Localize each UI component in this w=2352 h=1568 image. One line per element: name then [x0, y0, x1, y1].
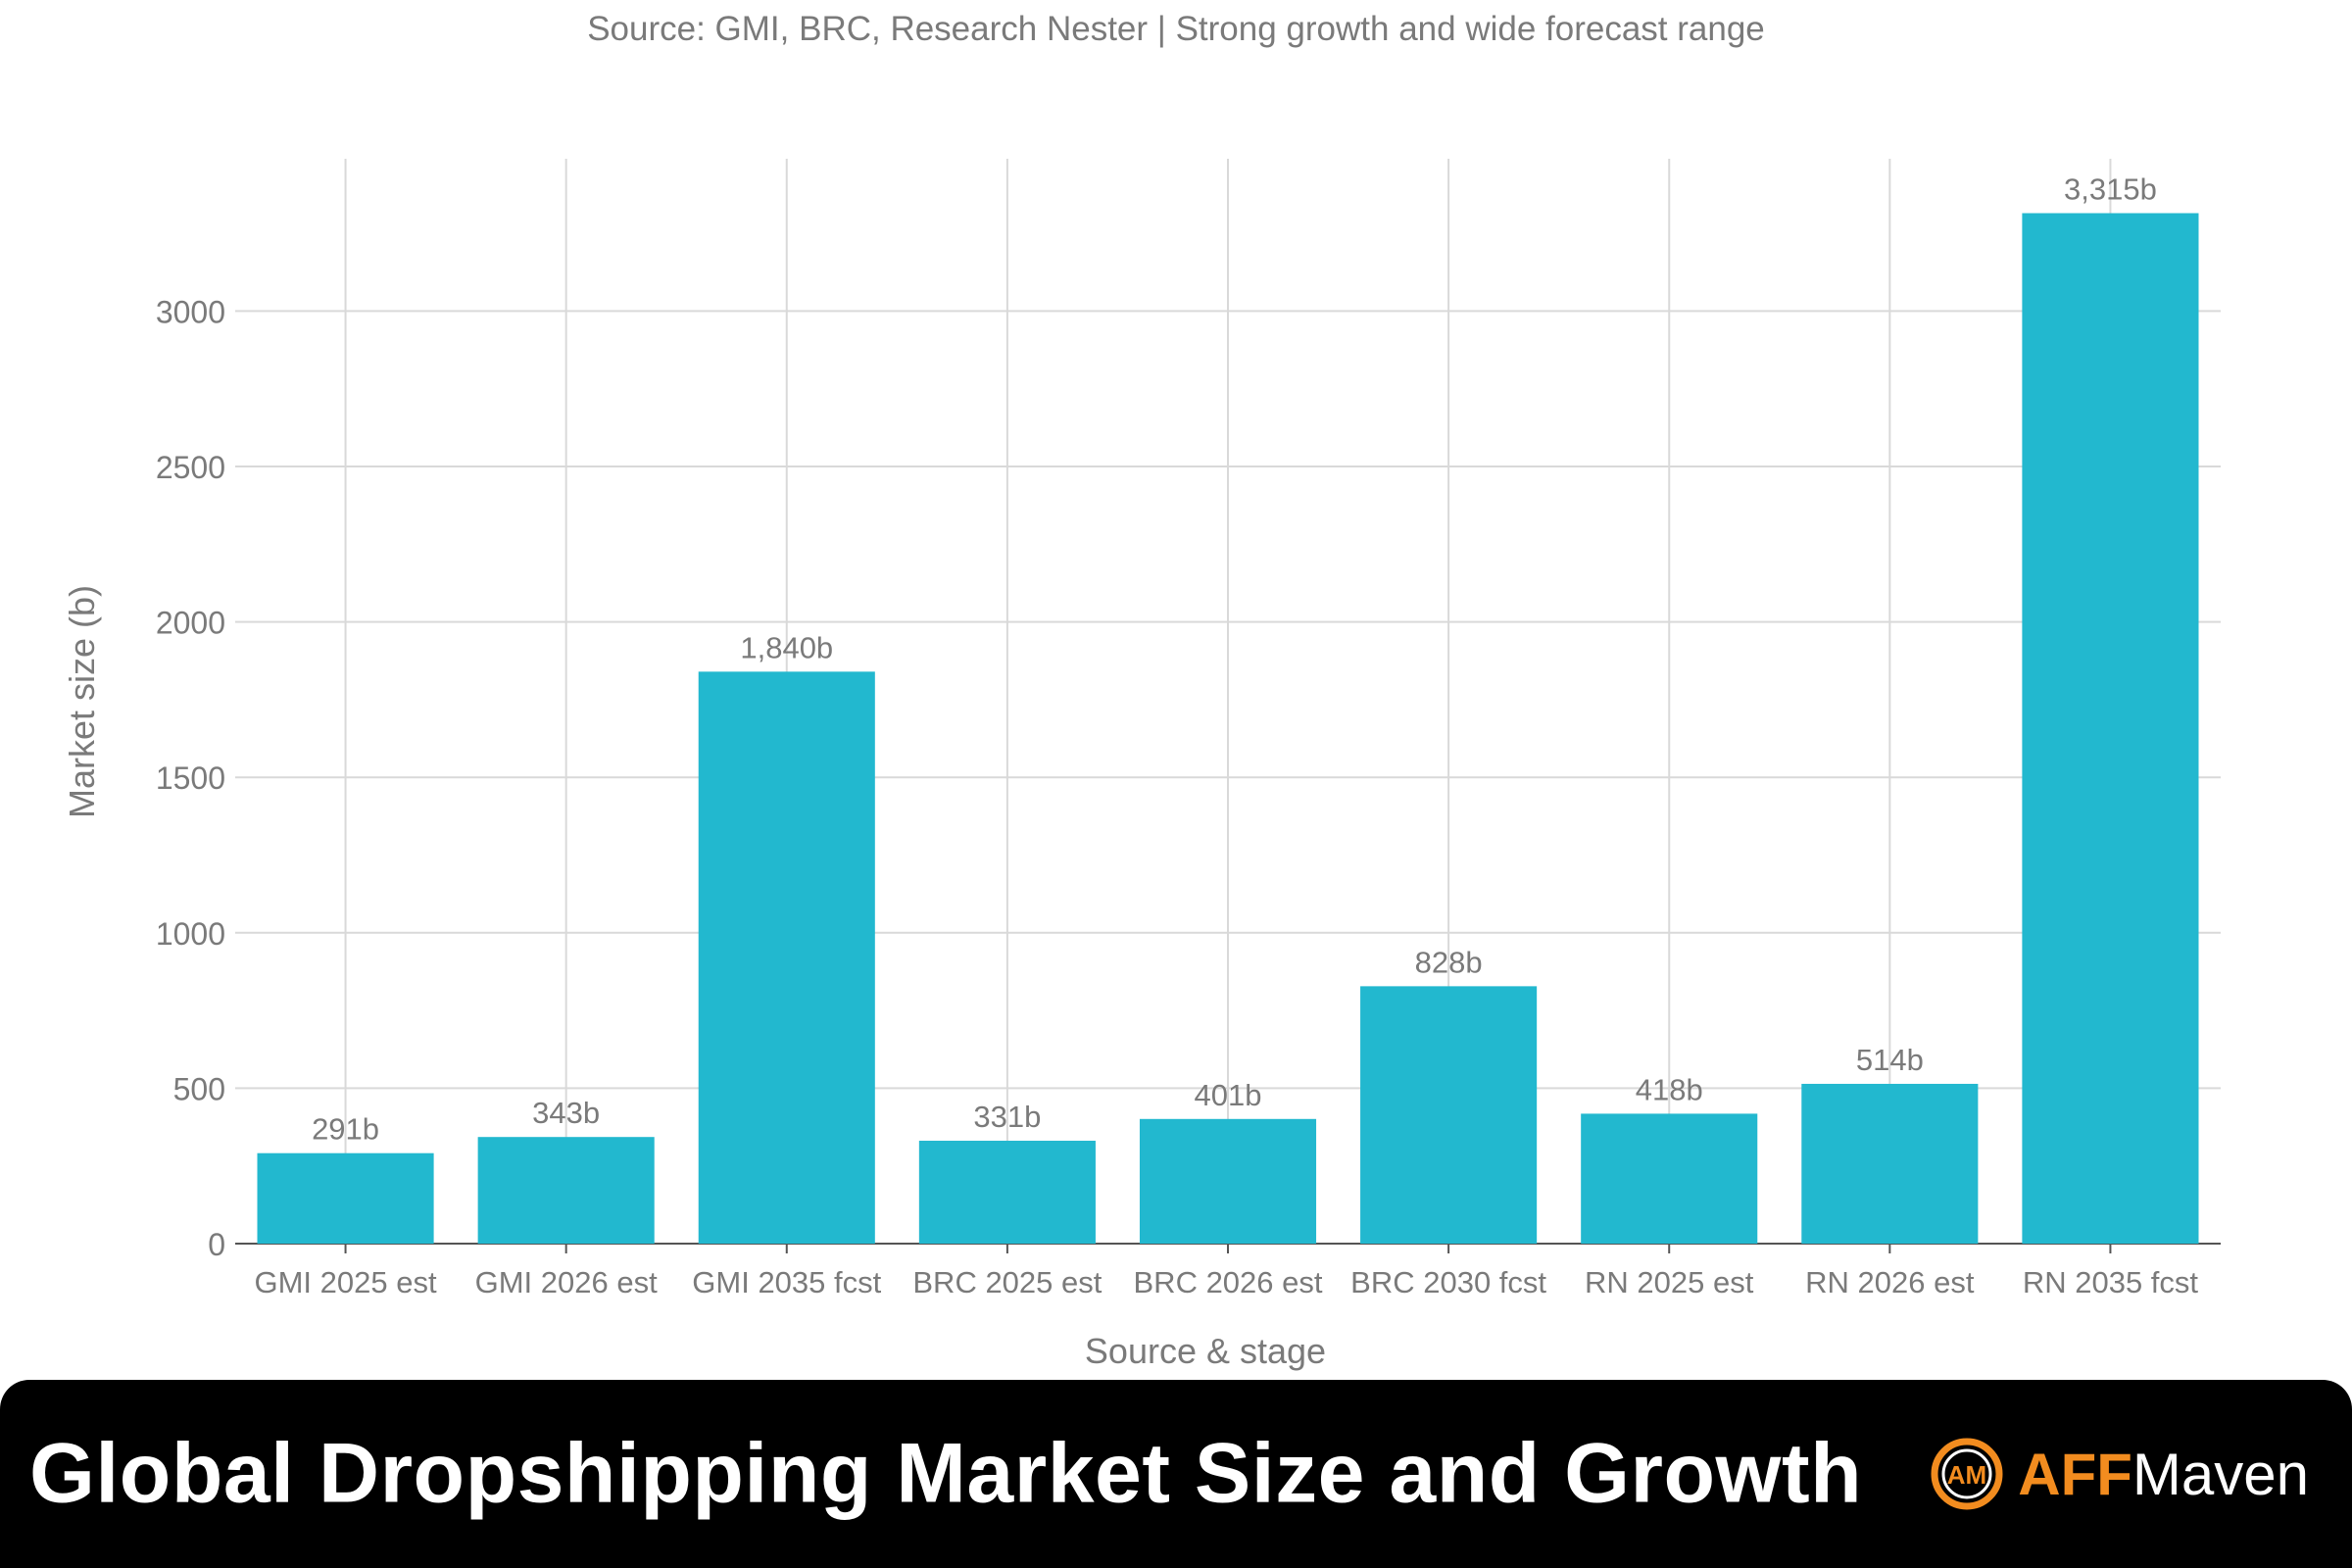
data-label: 828b: [1415, 945, 1483, 979]
bars: [257, 213, 2199, 1245]
x-tick-label: GMI 2025 est: [255, 1265, 437, 1299]
data-label: 401b: [1195, 1078, 1262, 1112]
data-label: 331b: [973, 1100, 1041, 1134]
bar: [1581, 1113, 1758, 1244]
data-label: 1,840b: [740, 630, 833, 664]
y-axis-label: Market size (b): [62, 584, 102, 819]
bar: [1139, 1118, 1317, 1244]
chart-subtitle: Source: GMI, BRC, Research Nester | Stro…: [587, 10, 1765, 48]
bar: [1801, 1083, 1979, 1244]
x-axis-label: Source & stage: [1084, 1331, 1327, 1371]
banner-title: Global Dropshipping Market Size and Grow…: [29, 1426, 1863, 1521]
data-label: 514b: [1856, 1043, 1924, 1077]
bar: [2022, 213, 2199, 1245]
brand-maven: Maven: [2132, 1441, 2309, 1507]
x-tick-labels: GMI 2025 est GMI 2026 est GMI 2035 fcst BRC…: [255, 1265, 2199, 1299]
brand-logo: AM AFFMaven: [1930, 1437, 2309, 1511]
data-label: 418b: [1636, 1072, 1703, 1106]
x-tick-label: GMI 2026 est: [475, 1265, 658, 1299]
x-tick-label: BRC 2026 est: [1134, 1265, 1323, 1299]
bar: [257, 1152, 434, 1244]
y-tick-labels: 0 500 1000 1500 2000 2500 3000: [156, 294, 225, 1262]
bar: [698, 671, 875, 1244]
x-tick-label: BRC 2025 est: [912, 1265, 1102, 1299]
y-tick-label: 2000: [156, 606, 225, 641]
brand-mark-text: AM: [1947, 1460, 1986, 1490]
y-tick-label: 500: [173, 1071, 225, 1106]
bar: [477, 1137, 655, 1244]
title-banner: Global Dropshipping Market Size and Grow…: [0, 1380, 2352, 1568]
y-tick-label: 2500: [156, 450, 225, 485]
y-tick-label: 0: [208, 1227, 225, 1262]
brand-name: AFFMaven: [2018, 1441, 2309, 1508]
y-tick-label: 3000: [156, 294, 225, 329]
brand-mark-icon: AM: [1931, 1438, 2003, 1510]
bar-chart: 291b 343b 1,840b 331b 401b 828b 418b 514b 3,315b…: [156, 159, 2221, 1299]
x-tick-label: BRC 2030 fcst: [1350, 1265, 1546, 1299]
brand-aff: AFF: [2018, 1441, 2132, 1507]
x-tick-label: RN 2026 est: [1805, 1265, 1975, 1299]
data-label: 343b: [532, 1096, 600, 1130]
x-tick-label: GMI 2035 fcst: [692, 1265, 881, 1299]
bar: [1360, 986, 1538, 1244]
y-tick-label: 1000: [156, 916, 225, 952]
y-tick-label: 1500: [156, 760, 225, 796]
data-label: 3,315b: [2064, 172, 2157, 207]
data-labels: 291b 343b 1,840b 331b 401b 828b 418b 514b 3,315b: [312, 172, 2157, 1147]
x-tick-label: RN 2035 fcst: [2023, 1265, 2199, 1299]
data-label: 291b: [312, 1112, 379, 1147]
bar: [918, 1141, 1096, 1244]
x-tick-label: RN 2025 est: [1585, 1265, 1754, 1299]
